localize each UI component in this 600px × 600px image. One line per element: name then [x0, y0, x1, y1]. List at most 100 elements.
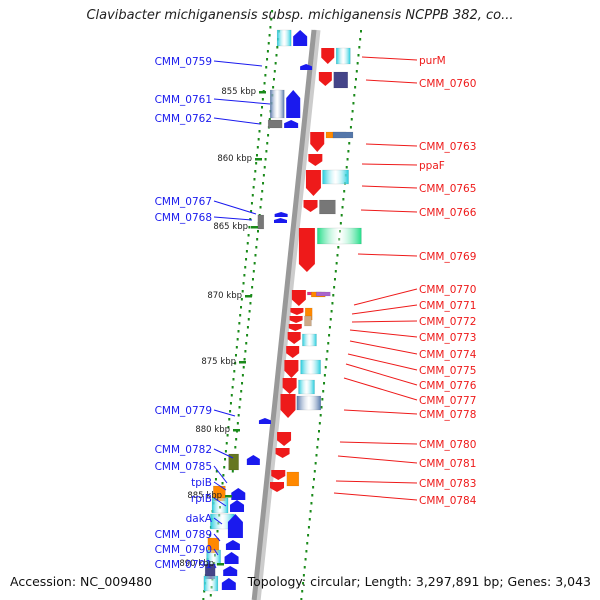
gene-label: CMM_0761 [155, 94, 212, 106]
track-dot [251, 286, 254, 289]
gene-label: CMM_0782 [155, 444, 212, 456]
track-dot [311, 494, 314, 497]
track-dot [263, 166, 266, 169]
track-dot [262, 182, 265, 185]
track-dot [247, 318, 250, 321]
track-dot [228, 418, 231, 421]
gene-arrow-reverse [280, 394, 296, 418]
track-dot [274, 62, 277, 65]
track-dot [323, 382, 326, 385]
leader-line [347, 353, 418, 371]
track-dot [250, 202, 253, 205]
track-dot [245, 258, 248, 261]
gene-arrow-forward [225, 540, 240, 550]
gene-arrow-forward [224, 552, 239, 564]
track-dot [241, 374, 244, 377]
track-dot [255, 162, 258, 165]
backbone-shadow [253, 29, 321, 600]
track-dot [209, 594, 212, 597]
gene-arrow-reverse [298, 228, 315, 272]
gene-block-cyan [203, 575, 219, 592]
gene-label: CMM_0783 [419, 478, 476, 490]
track-dot [349, 126, 352, 129]
track-dot [235, 346, 238, 349]
track-dot [331, 302, 334, 305]
kbp-tick [239, 361, 246, 364]
track-dot [243, 358, 246, 361]
kbp-tick [217, 563, 224, 566]
track-dot [329, 318, 332, 321]
track-dot [232, 378, 235, 381]
track-dot [318, 422, 321, 425]
track-dot [333, 286, 336, 289]
track-dot [233, 370, 236, 373]
kbp-marker: 880 kbp [195, 425, 230, 435]
track-dot [352, 102, 355, 105]
track-dot [310, 502, 313, 505]
track-dot [354, 78, 357, 81]
leader-line [343, 409, 418, 415]
leader-line [345, 363, 418, 386]
accession-label: Accession: NC_009480 [10, 574, 153, 589]
track-dot [333, 278, 336, 281]
gene-block-gray [267, 119, 283, 129]
track-dot [229, 410, 232, 413]
track-dot [239, 314, 242, 317]
track-dot [312, 478, 315, 481]
track-dot [271, 10, 274, 13]
track-dot [249, 218, 252, 221]
track-dot [318, 430, 320, 433]
track-dot [306, 542, 309, 545]
track-dot [314, 462, 317, 465]
track-dot [241, 382, 244, 385]
track-dot [225, 442, 228, 445]
track-dot [307, 526, 310, 529]
leader-line [357, 253, 418, 257]
track-dot [236, 338, 239, 341]
gene-block-cyan [298, 379, 315, 395]
track-dot [276, 46, 279, 49]
leader-line [213, 216, 253, 221]
track-dot [244, 350, 247, 353]
gene-arrow-reverse [286, 346, 300, 358]
gene-arrow-reverse [277, 432, 292, 446]
kbp-marker: 855 kbp [221, 87, 256, 97]
track-dot [244, 266, 247, 269]
gene-label: purM [419, 55, 446, 67]
track-dot [360, 30, 362, 33]
gene-label: CMM_0773 [419, 332, 476, 344]
leader-line [351, 304, 418, 315]
gene-block-cyan [300, 359, 321, 375]
track-dot [229, 402, 232, 405]
track-dot [259, 122, 262, 125]
backbone-line [251, 29, 317, 600]
track-dot [251, 194, 254, 197]
gene-label: CMM_0791 [155, 559, 212, 571]
track-dot [256, 146, 259, 149]
gene-label: dakA [186, 513, 213, 525]
track-dot [223, 466, 226, 469]
leader-line [335, 480, 418, 484]
track-dot [347, 150, 350, 153]
kbp-marker: 870 kbp [207, 291, 242, 301]
gene-arrow-reverse [284, 360, 299, 378]
track-dot [272, 86, 275, 89]
gene-label: CMM_0790 [155, 544, 212, 556]
gene-label: CMM_0785 [155, 461, 212, 473]
gene-arrow-forward [230, 500, 245, 512]
gene-block-navy [333, 71, 348, 89]
gene-block-green [317, 227, 362, 245]
track-dot [234, 362, 237, 365]
track-dot [245, 250, 248, 253]
track-dot [308, 518, 311, 521]
gene-label: ppaF [419, 160, 445, 172]
track-dot [275, 54, 278, 57]
track-dot [209, 534, 212, 537]
track-dot [254, 170, 257, 173]
gene-label: CMM_0780 [419, 439, 476, 451]
gene-label: CMM_0769 [419, 251, 476, 263]
leader-line [349, 329, 418, 338]
track-dot [273, 70, 276, 73]
track-dot [353, 94, 356, 97]
